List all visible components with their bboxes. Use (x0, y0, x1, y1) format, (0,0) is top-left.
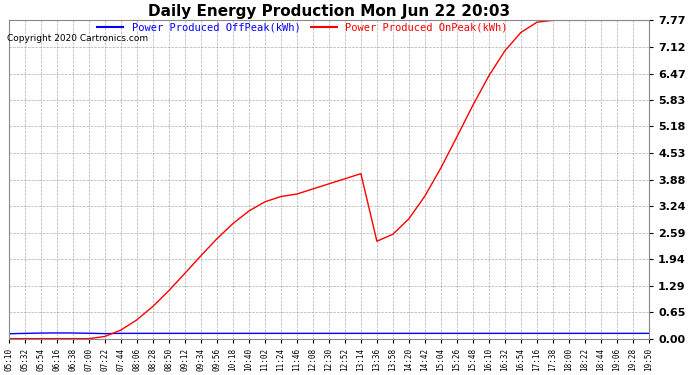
Text: Copyright 2020 Cartronics.com: Copyright 2020 Cartronics.com (7, 34, 148, 43)
Legend: Power Produced OffPeak(kWh), Power Produced OnPeak(kWh): Power Produced OffPeak(kWh), Power Produ… (97, 22, 508, 32)
Title: Daily Energy Production Mon Jun 22 20:03: Daily Energy Production Mon Jun 22 20:03 (148, 4, 510, 19)
